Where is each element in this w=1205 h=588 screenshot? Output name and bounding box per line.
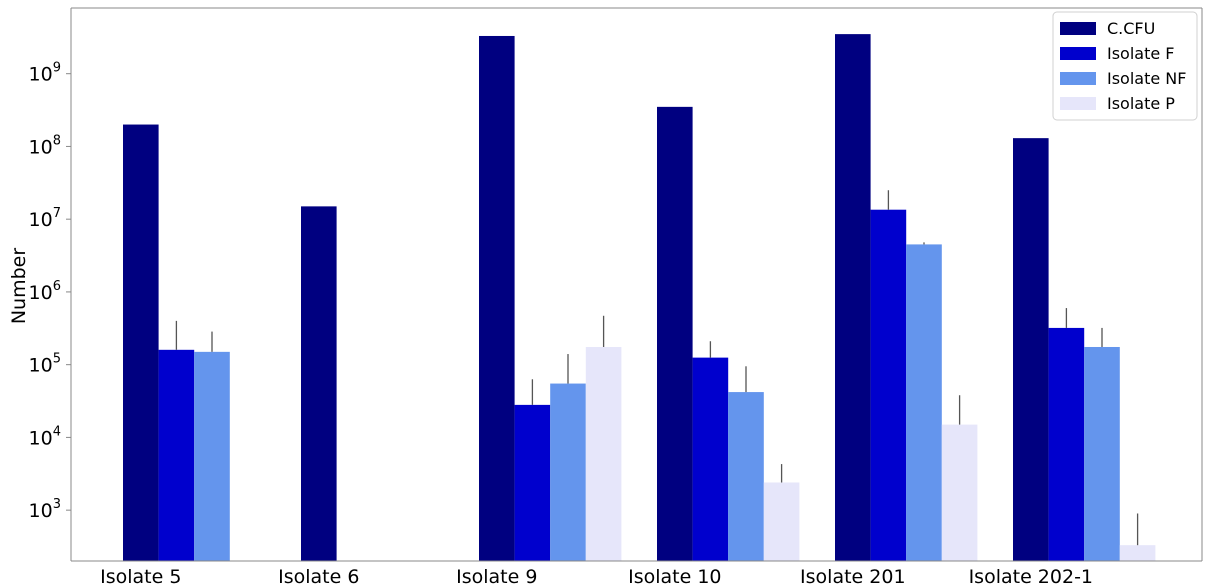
bar <box>194 351 230 561</box>
legend-label: Isolate P <box>1107 94 1175 113</box>
axes: 103 104 105 106 107 108 109 Isolate 5 Isolate 6 I… <box>29 7 1203 588</box>
y-tick-label: 105 <box>29 352 61 377</box>
legend-label: Isolate F <box>1107 44 1175 63</box>
bar <box>1013 138 1049 561</box>
error-bars <box>175 190 1139 546</box>
legend-swatch <box>1060 97 1096 110</box>
bar <box>657 106 693 562</box>
legend-swatch <box>1060 47 1096 60</box>
legend-swatch <box>1060 22 1096 35</box>
bar <box>1048 327 1085 561</box>
bar <box>763 482 800 561</box>
y-tick-label: 109 <box>29 61 61 86</box>
x-tick-label: Isolate 6 <box>278 566 359 588</box>
bar <box>906 244 942 561</box>
x-tick-label: Isolate 10 <box>628 566 721 588</box>
bar <box>514 404 551 561</box>
bar <box>870 209 907 561</box>
bar <box>550 383 586 561</box>
bar <box>479 35 515 561</box>
x-tick-label: Isolate 9 <box>456 566 537 588</box>
y-tick-label: 108 <box>29 133 61 158</box>
bar <box>1119 545 1156 561</box>
bar <box>585 346 622 561</box>
bar <box>941 424 978 561</box>
bar <box>301 206 337 561</box>
x-tick-label: Isolate 202-1 <box>969 566 1093 588</box>
x-tick-label: Isolate 201 <box>800 566 906 588</box>
legend-swatch <box>1060 72 1096 85</box>
y-tick-label: 103 <box>29 497 61 522</box>
bar <box>692 357 729 561</box>
bar <box>158 349 195 561</box>
bar <box>1084 346 1120 561</box>
y-tick-label: 106 <box>29 279 61 304</box>
y-axis-label: Number <box>8 248 30 325</box>
x-tick-label: Isolate 5 <box>100 566 181 588</box>
bar <box>123 124 159 561</box>
legend: C.CFU Isolate F Isolate NF Isolate P <box>1052 11 1198 121</box>
y-tick-label: 104 <box>29 424 61 449</box>
bars <box>123 34 1156 562</box>
legend-label: Isolate NF <box>1107 69 1186 88</box>
y-tick-label: 107 <box>29 206 61 231</box>
legend-label: C.CFU <box>1107 19 1155 38</box>
legend-box <box>1052 11 1198 121</box>
bar <box>728 392 764 561</box>
bar <box>835 34 871 561</box>
